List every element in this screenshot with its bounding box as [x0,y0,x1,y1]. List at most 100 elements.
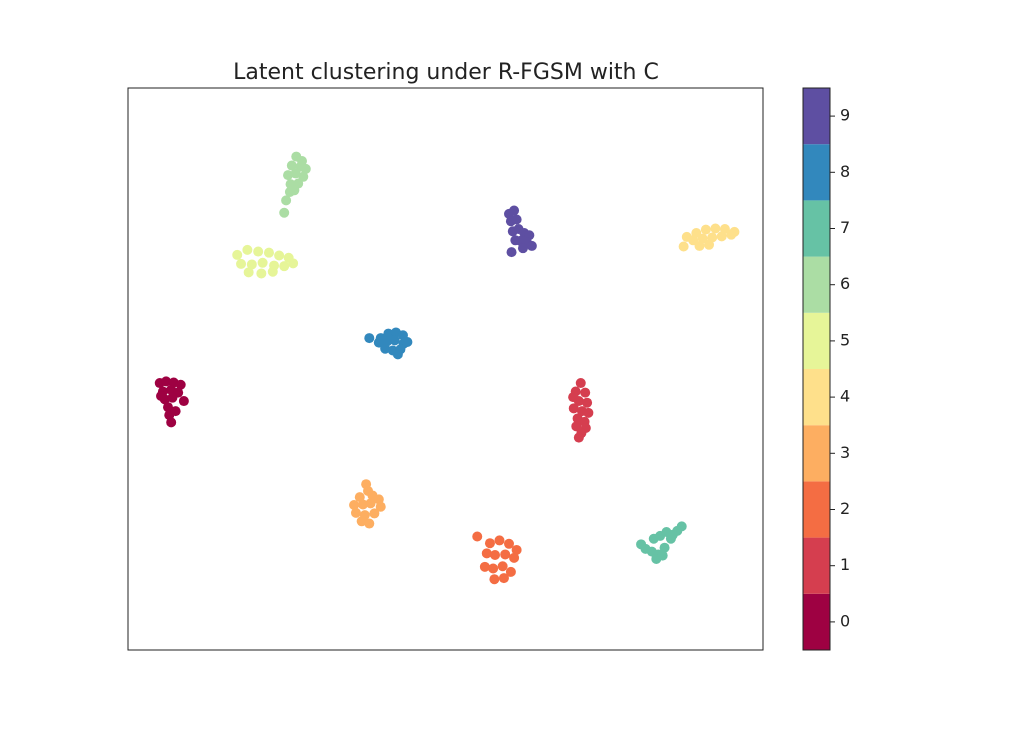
colorbar-swatch [803,593,830,650]
point [267,266,278,277]
point [356,516,367,527]
plot-frame [127,87,764,651]
point [704,239,715,250]
point [167,392,178,403]
colorbar-tick-label: 9 [840,106,850,125]
point [253,246,264,257]
point [700,224,711,235]
point [175,379,186,390]
colorbar-swatch [803,256,830,313]
point [716,231,727,242]
point [364,333,375,344]
colorbar-tick-label: 2 [840,499,850,518]
point [161,376,172,387]
colorbar-swatch [803,537,830,594]
point [274,250,285,261]
point [490,550,501,561]
point [510,235,521,246]
point [511,544,522,555]
point [509,552,520,563]
point [178,396,189,407]
point [506,247,517,258]
point [636,539,647,550]
colorbar-tick-label: 3 [840,443,850,462]
point [369,508,380,519]
point [568,403,579,414]
point [511,214,522,225]
point [300,163,311,174]
point [290,168,301,179]
point [498,573,509,584]
point [163,402,174,413]
point [573,432,584,443]
point [246,259,257,270]
point [166,417,177,428]
point [236,258,247,269]
colorbar-swatch [803,369,830,426]
point [575,378,586,389]
point [243,267,254,278]
colorbar-tick-label: 8 [840,162,850,181]
point [279,261,290,272]
point [156,390,167,401]
point [657,550,668,561]
point [350,507,361,518]
point [373,337,384,348]
point [364,518,375,529]
point [509,205,520,216]
colorbar-tick-label: 6 [840,274,850,293]
colorbar-swatch [803,425,830,482]
point [375,501,386,512]
point [676,521,687,532]
point [694,240,705,251]
point [361,479,372,490]
point [392,349,403,360]
point [389,335,400,346]
point [504,538,514,549]
point [583,407,594,418]
colorbar-tick-label: 4 [840,387,850,406]
point [484,538,495,549]
point [283,170,294,181]
colorbar-swatch [803,481,830,538]
point [263,247,274,258]
point [232,249,243,260]
point [505,566,516,577]
point [281,195,292,206]
point [489,574,500,585]
point [380,343,391,354]
point [479,561,490,572]
point [349,500,360,511]
point [580,387,591,398]
point [472,531,483,542]
point [497,561,508,572]
colorbar-swatch [803,200,830,257]
point [383,328,394,339]
colorbar-swatch [803,144,830,201]
colorbar-tick-label: 5 [840,330,850,349]
point [494,535,505,546]
chart-title: Latent clustering under R-FGSM with C [233,60,659,85]
point [526,240,537,251]
point [256,268,267,279]
colorbar-swatch [803,88,830,145]
point [568,392,579,403]
point [365,498,376,509]
point [242,244,253,255]
point [488,563,499,574]
point [710,223,721,234]
colorbar-tick-label: 1 [840,555,850,574]
colorbar-tick-label: 0 [840,611,850,630]
point [659,542,670,553]
point [726,229,737,240]
colorbar-frame [802,87,831,651]
point [481,548,492,559]
point [357,499,368,510]
point [667,529,678,540]
point [257,257,268,268]
point [678,241,689,252]
point [500,549,511,560]
colorbar-tick-label: 7 [840,218,850,237]
point [402,337,413,348]
